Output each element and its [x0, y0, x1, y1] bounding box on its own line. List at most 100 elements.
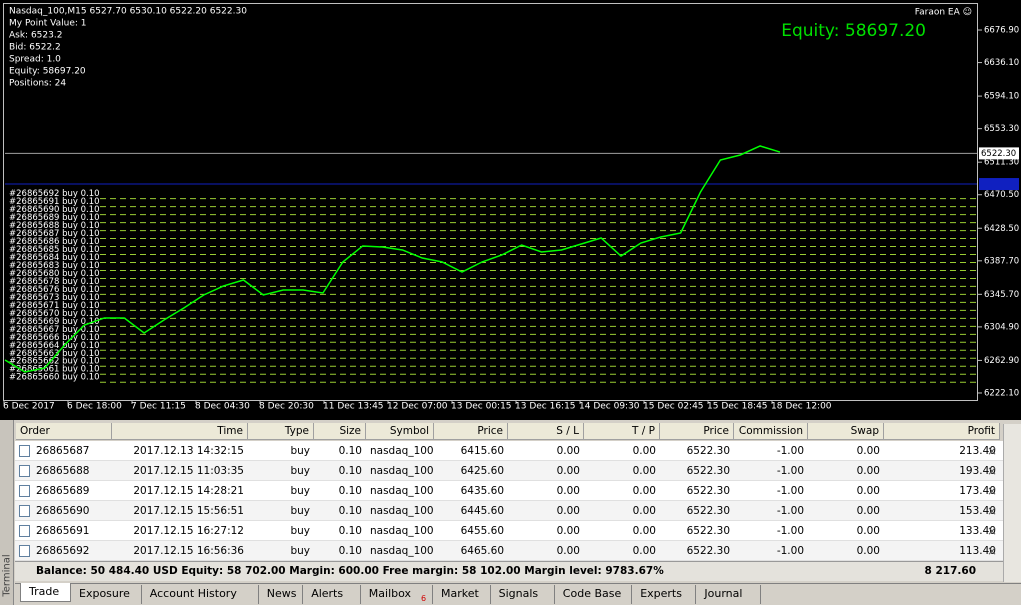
tab[interactable]: Mailbox: [361, 585, 433, 604]
cell: buy: [290, 465, 310, 477]
chart: Nasdaq_100,M15 6527.70 6530.10 6522.20 6…: [0, 0, 1021, 420]
order-label: #26865661 buy 0.10: [9, 365, 100, 375]
column-header[interactable]: Size: [314, 423, 366, 440]
column-header[interactable]: T / P: [584, 423, 660, 440]
cell: 0.00: [856, 445, 880, 457]
column-header[interactable]: Swap: [808, 423, 884, 440]
cell: nasdaq_100: [370, 505, 434, 517]
chart-frame: [3, 3, 978, 401]
y-tick-label: 6636.10: [984, 58, 1019, 68]
tab[interactable]: Trade: [20, 583, 71, 602]
price-series: [4, 145, 781, 373]
column-header[interactable]: Price: [660, 423, 734, 440]
row-bg[interactable]: [15, 521, 1003, 541]
tab[interactable]: Market: [433, 585, 491, 604]
cell: buy: [290, 545, 310, 557]
cell: -1.00: [776, 445, 804, 457]
cell: -1.00: [776, 505, 804, 517]
close-button[interactable]: ×: [987, 445, 997, 457]
tab[interactable]: Journal: [696, 585, 761, 604]
cell: 6522.30: [686, 485, 730, 497]
order-label: #26865666 buy 0.10: [9, 333, 100, 343]
order-label: #26865691 buy 0.10: [9, 197, 100, 207]
order-label: #26865680 buy 0.10: [9, 269, 100, 279]
mailbox-count: 6: [421, 594, 427, 603]
cell: 6522.30: [686, 465, 730, 477]
close-button[interactable]: ×: [987, 505, 997, 517]
row-bg[interactable]: [15, 461, 1003, 481]
cell: 0.10: [338, 545, 362, 557]
column-header[interactable]: Commission: [734, 423, 808, 440]
cell: 6465.60: [460, 545, 504, 557]
cell: 26865688: [36, 465, 90, 477]
order-icon: [19, 485, 30, 497]
tab-bar: [15, 583, 1021, 604]
tab[interactable]: Alerts: [303, 585, 361, 604]
y-tick-label: 6387.70: [984, 256, 1019, 266]
scrollbar[interactable]: [1003, 424, 1021, 582]
tab[interactable]: Account History: [142, 585, 259, 604]
row-bg[interactable]: [15, 481, 1003, 501]
order-icon: [19, 465, 30, 477]
chart-bg: [0, 0, 1021, 420]
x-tick-label: 11 Dec 13:45: [323, 402, 384, 412]
cell: 6455.60: [460, 525, 504, 537]
cell: 6415.60: [460, 445, 504, 457]
x-tick-label: 18 Dec 12:00: [771, 402, 832, 412]
cell: 6522.30: [686, 525, 730, 537]
cell: 153.40: [959, 505, 996, 517]
cell: 213.40: [959, 445, 996, 457]
order-label: #26865667 buy 0.10: [9, 325, 100, 335]
cell: nasdaq_100: [370, 445, 434, 457]
cell: 0.10: [338, 485, 362, 497]
tab[interactable]: News: [259, 585, 304, 604]
cell: -1.00: [776, 465, 804, 477]
cell: 0.00: [856, 505, 880, 517]
row-bg[interactable]: [15, 541, 1003, 561]
close-button[interactable]: ×: [987, 545, 997, 557]
tab[interactable]: Signals: [491, 585, 555, 604]
column-header[interactable]: Profit: [884, 423, 1000, 440]
cell: 0.10: [338, 465, 362, 477]
x-tick-label: 6 Dec 18:00: [67, 402, 122, 412]
cell: 26865689: [36, 485, 90, 497]
close-button[interactable]: ×: [987, 525, 997, 537]
y-tick-label: 6553.30: [984, 124, 1019, 134]
x-tick-label: 7 Dec 11:15: [131, 402, 186, 412]
cell: 0.00: [556, 505, 580, 517]
close-button[interactable]: ×: [987, 465, 997, 477]
x-tick-label: 8 Dec 04:30: [195, 402, 250, 412]
order-icon: [19, 525, 30, 537]
cell: 6435.60: [460, 485, 504, 497]
y-tick-label: 6262.90: [984, 356, 1019, 366]
column-header[interactable]: Order: [16, 423, 112, 440]
column-header[interactable]: S / L: [508, 423, 584, 440]
cell: 0.10: [338, 505, 362, 517]
row-bg[interactable]: [15, 501, 1003, 521]
order-label: #26865660 buy 0.10: [9, 373, 100, 383]
cell: -1.00: [776, 545, 804, 557]
ea-name: Faraon EA ☺: [915, 7, 972, 18]
cell: 6522.30: [686, 545, 730, 557]
cell: 0.00: [632, 485, 656, 497]
cell: 26865691: [36, 525, 90, 537]
column-header[interactable]: Type: [248, 423, 314, 440]
cell: 0.00: [556, 545, 580, 557]
cell: buy: [290, 505, 310, 517]
column-header[interactable]: Symbol: [366, 423, 434, 440]
cell: 26865692: [36, 545, 90, 557]
order-label: #26865673 buy 0.10: [9, 293, 100, 303]
close-button[interactable]: ×: [987, 485, 997, 497]
price-label: 6522.30: [981, 149, 1016, 159]
column-header[interactable]: Price: [434, 423, 508, 440]
tab[interactable]: Code Base: [555, 585, 633, 604]
tab[interactable]: Exposure: [71, 585, 142, 604]
cell: 6522.30: [686, 445, 730, 457]
cell: 2017.12.15 11:03:35: [133, 465, 244, 477]
tab[interactable]: Experts: [632, 585, 697, 604]
summary: Balance: 50 484.40 USD Equity: 58 702.00…: [36, 565, 664, 577]
cell: 6445.60: [460, 505, 504, 517]
order-label: #26865683 buy 0.10: [9, 261, 100, 271]
row-bg[interactable]: [15, 441, 1003, 461]
column-header[interactable]: Time: [112, 423, 248, 440]
